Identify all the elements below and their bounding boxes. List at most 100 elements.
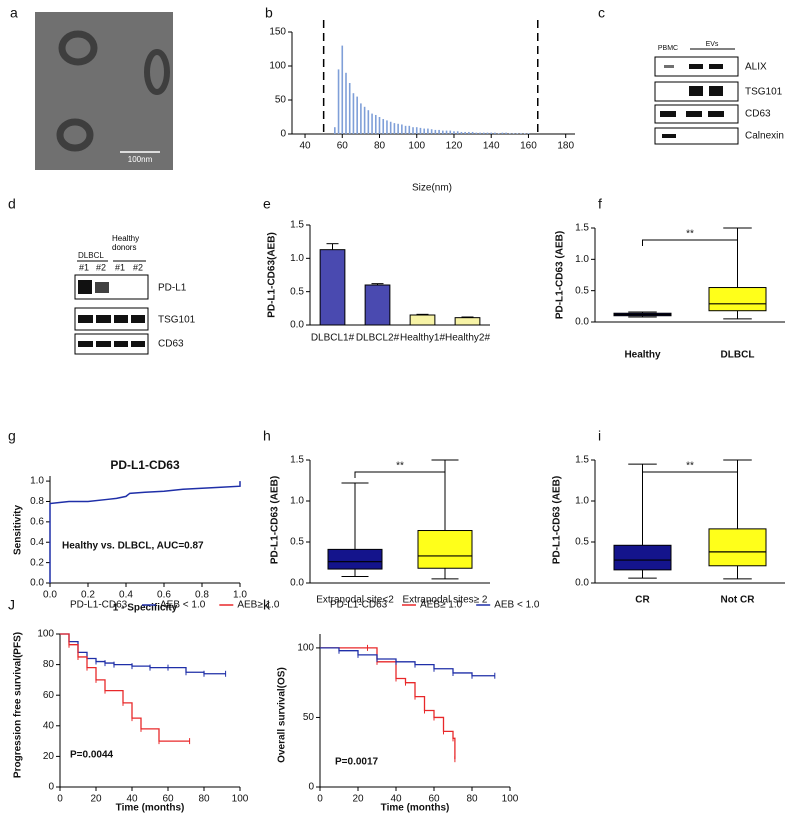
x-tick-label: Healthy1# xyxy=(400,333,445,344)
y-tick-label: 60 xyxy=(43,690,55,701)
x-tick-label: DLBCL2# xyxy=(356,333,400,344)
bar xyxy=(345,72,347,134)
bands xyxy=(660,64,724,138)
x-tick-label: 60 xyxy=(337,141,349,152)
bar xyxy=(453,131,455,134)
box xyxy=(613,544,672,571)
y-tick-label: 40 xyxy=(43,720,55,731)
x-tick-label: 80 xyxy=(198,794,210,805)
panel-letter: c xyxy=(598,5,605,21)
y-axis-label: PD-L1-CD63 (AEB) xyxy=(555,231,566,319)
blot xyxy=(74,274,149,355)
row-label: TSG101 xyxy=(158,315,196,326)
significance-label: ** xyxy=(686,461,694,472)
y-tick-label: 0.4 xyxy=(30,537,44,548)
y-tick-label: 1.5 xyxy=(575,223,589,234)
x-axis-label: Time (months) xyxy=(116,803,185,814)
x-tick-label: 0.4 xyxy=(119,590,133,601)
x-tick-label: 40 xyxy=(390,794,402,805)
bar xyxy=(378,117,381,134)
y-tick-label: 1.5 xyxy=(290,220,304,231)
y-tick-label: 1.0 xyxy=(290,253,304,264)
box xyxy=(417,530,473,569)
panel-letter: e xyxy=(263,196,271,212)
bar xyxy=(404,125,407,134)
row-label: ALIX xyxy=(745,62,767,73)
bar xyxy=(427,128,429,134)
box xyxy=(327,548,383,570)
bar xyxy=(364,284,391,326)
bar xyxy=(501,132,504,134)
y-axis-label: Progression free survival(PFS) xyxy=(13,632,24,778)
y-tick-label: 1.0 xyxy=(30,476,44,487)
y-tick-label: 1.0 xyxy=(575,496,589,507)
bar xyxy=(475,132,478,134)
significance-bracket xyxy=(354,471,446,478)
group-label-box: Healthy donors xyxy=(112,234,140,252)
y-tick-label: 0.0 xyxy=(30,578,44,589)
lane-label: #1 xyxy=(79,262,89,272)
y-tick-label: 0.0 xyxy=(575,578,589,589)
bar xyxy=(486,132,489,134)
bar xyxy=(505,132,507,134)
y-tick-label: 0 xyxy=(280,129,286,140)
bar xyxy=(430,129,433,134)
x-tick-label: Extranodal sites≥ 2 xyxy=(403,595,488,606)
bar xyxy=(341,45,344,134)
x-tick-label: 0 xyxy=(57,794,63,805)
box xyxy=(708,528,767,567)
panel-letter: b xyxy=(265,5,273,21)
x-tick-label: Healthy xyxy=(624,350,661,361)
bar xyxy=(454,317,481,326)
survival-curve xyxy=(60,633,226,675)
bar xyxy=(412,127,414,134)
bar xyxy=(449,130,452,134)
bar xyxy=(371,113,373,134)
x-tick-label: 40 xyxy=(299,141,311,152)
bar xyxy=(520,133,522,134)
y-tick-label: 0.2 xyxy=(30,557,44,568)
y-tick-label: 0.5 xyxy=(575,537,589,548)
lane-label: #2 xyxy=(133,262,143,272)
x-tick-label: 60 xyxy=(162,794,174,805)
row-label: PD-L1 xyxy=(158,283,187,294)
x-tick-label: 100 xyxy=(502,794,519,805)
bar xyxy=(409,314,436,326)
x-tick-label: CR xyxy=(635,595,650,606)
bar xyxy=(393,123,396,134)
survival-curve xyxy=(60,633,190,742)
bar xyxy=(419,127,422,134)
x-axis-label: 1 - Specificity xyxy=(113,603,178,614)
x-axis-label: Size(nm) xyxy=(412,183,452,194)
bar xyxy=(512,133,515,134)
y-tick-label: 50 xyxy=(303,712,315,723)
x-tick-label: 100 xyxy=(408,141,425,152)
bar xyxy=(386,120,388,134)
legend-label: AEB≥ 1.0 xyxy=(420,600,463,611)
scale-label: 100nm xyxy=(128,155,153,164)
bar xyxy=(434,129,437,134)
y-tick-label: 1.0 xyxy=(290,496,304,507)
bar xyxy=(348,83,351,134)
annotation: Healthy vs. DLBCL, AUC=0.87 xyxy=(62,541,204,552)
lane-label: EVs xyxy=(706,41,719,48)
x-tick-label: 160 xyxy=(520,141,537,152)
y-tick-label: 150 xyxy=(269,27,286,38)
panel-letter: d xyxy=(8,196,16,212)
x-tick-label: 100 xyxy=(232,794,249,805)
bar xyxy=(438,129,440,134)
group-label: Healthy donors xyxy=(112,234,140,252)
bar xyxy=(482,132,485,134)
box xyxy=(708,287,767,312)
x-tick-label: 1.0 xyxy=(233,590,247,601)
bar xyxy=(442,130,444,134)
bar xyxy=(445,130,448,134)
chart-title: PD-L1-CD63 xyxy=(110,458,180,472)
bar xyxy=(382,119,385,134)
y-tick-label: 0.5 xyxy=(290,537,304,548)
x-tick-label: 0.2 xyxy=(81,590,95,601)
x-tick-label: DLBCL1# xyxy=(311,333,355,344)
significance-label: ** xyxy=(396,461,404,472)
